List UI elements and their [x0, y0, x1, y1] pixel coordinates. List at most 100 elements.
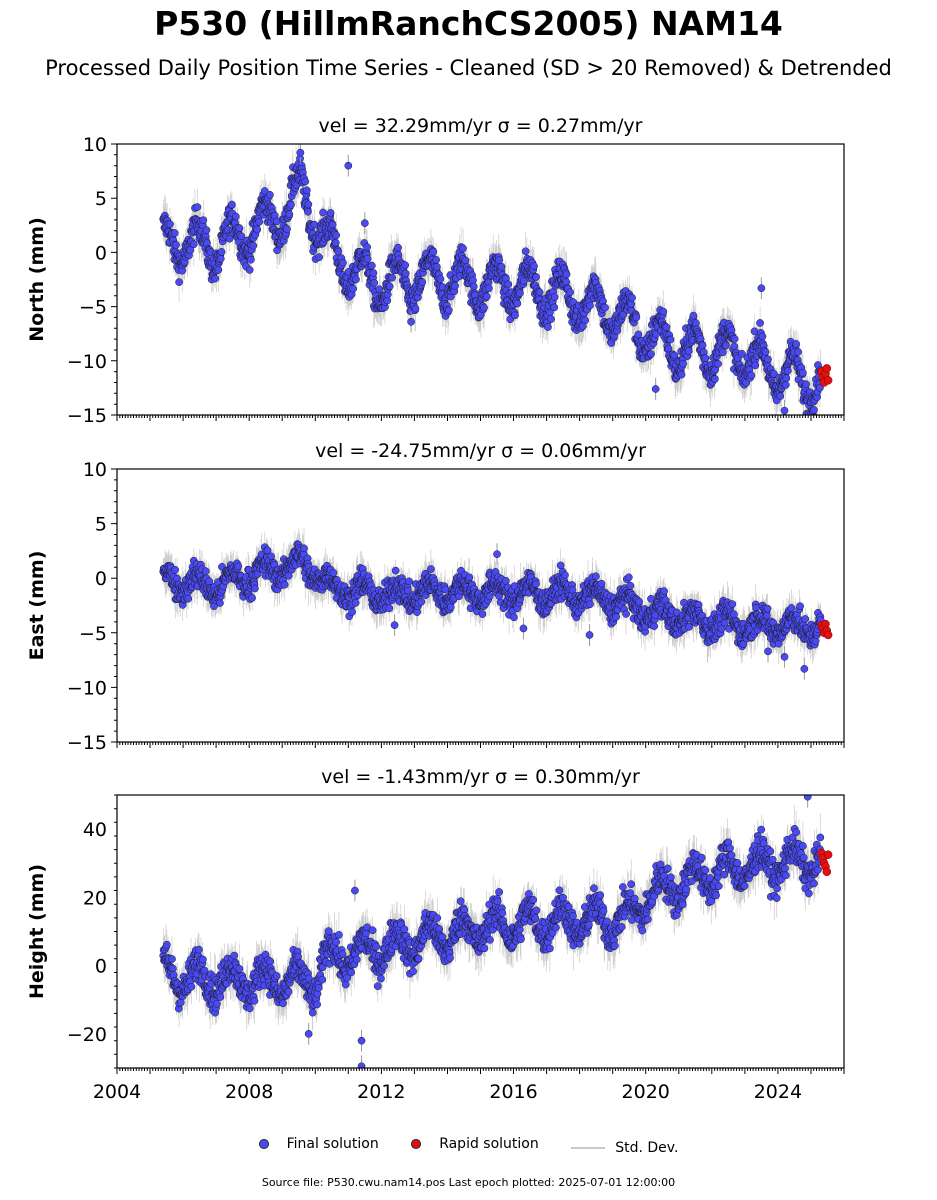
- final-point: [519, 624, 528, 633]
- final-point: [635, 597, 643, 606]
- final-point: [332, 231, 341, 240]
- final-point: [486, 936, 494, 944]
- final-point: [247, 255, 255, 264]
- rapid-point: [823, 376, 833, 385]
- final-point: [245, 266, 254, 274]
- final-point: [727, 851, 736, 860]
- final-point: [509, 613, 518, 622]
- final-point: [585, 631, 594, 639]
- final-point: [216, 254, 225, 263]
- final-point: [168, 955, 176, 963]
- final-point: [390, 621, 399, 630]
- final-point: [162, 940, 171, 949]
- final-point: [166, 220, 174, 228]
- final-point: [189, 240, 198, 249]
- final-point: [701, 354, 710, 362]
- final-point: [230, 951, 239, 960]
- final-point: [373, 982, 382, 990]
- final-point: [235, 224, 244, 232]
- final-point: [550, 293, 559, 302]
- final-point: [781, 864, 789, 873]
- final-point: [697, 853, 706, 862]
- final-point: [768, 855, 777, 864]
- final-point: [792, 340, 801, 348]
- y-axis-label: East (mm): [26, 551, 48, 661]
- final-point: [250, 996, 259, 1005]
- final-point: [647, 350, 655, 358]
- final-point: [349, 284, 358, 293]
- final-point: [666, 873, 675, 882]
- final-point: [334, 247, 342, 256]
- final-point: [497, 262, 506, 271]
- final-point: [747, 371, 756, 380]
- final-point: [677, 370, 686, 379]
- figure-title: P530 (HillmRanchCS2005) NAM14: [154, 4, 783, 43]
- final-point: [532, 580, 540, 588]
- final-point: [348, 608, 356, 616]
- final-point: [329, 569, 338, 577]
- final-point: [168, 964, 177, 973]
- x-ticks: [116, 742, 845, 748]
- final-point: [590, 884, 598, 893]
- plot-area: [159, 795, 833, 1068]
- final-point: [199, 216, 208, 225]
- final-point: [287, 200, 295, 209]
- final-point: [780, 406, 789, 415]
- final-point: [351, 599, 360, 607]
- final-point: [728, 600, 737, 608]
- final-point: [660, 587, 668, 595]
- final-point: [411, 304, 420, 313]
- final-point: [720, 870, 729, 879]
- final-point: [751, 361, 760, 370]
- final-point: [763, 604, 772, 613]
- final-point: [284, 571, 293, 580]
- final-point: [427, 565, 435, 573]
- y-axis-label: North (mm): [26, 217, 48, 342]
- final-point: [409, 967, 417, 976]
- final-point: [313, 1000, 321, 1009]
- final-point: [314, 983, 323, 992]
- final-point: [691, 319, 700, 328]
- final-point: [544, 323, 552, 331]
- final-point: [231, 212, 240, 221]
- final-point: [787, 604, 796, 612]
- final-point: [401, 261, 410, 270]
- final-point: [186, 246, 195, 255]
- final-point: [341, 980, 350, 989]
- final-point: [726, 844, 734, 853]
- final-point: [253, 225, 262, 234]
- final-point: [172, 241, 180, 249]
- final-point: [603, 917, 611, 926]
- final-point: [810, 406, 818, 414]
- final-point: [446, 954, 454, 963]
- final-point: [511, 311, 519, 320]
- final-point: [432, 255, 440, 264]
- final-point: [217, 248, 226, 256]
- final-point: [343, 973, 352, 982]
- final-point: [407, 317, 415, 326]
- final-point: [550, 303, 559, 312]
- final-point: [532, 906, 541, 915]
- final-point: [391, 566, 400, 575]
- final-point: [711, 375, 719, 383]
- final-point: [650, 622, 659, 630]
- final-point: [714, 360, 722, 368]
- final-point: [796, 602, 804, 611]
- final-point: [584, 921, 593, 929]
- final-point: [772, 894, 781, 902]
- final-point: [547, 315, 555, 323]
- final-point: [762, 611, 771, 620]
- final-point: [678, 900, 687, 909]
- final-point: [764, 647, 772, 656]
- final-point: [385, 282, 394, 291]
- final-point: [626, 581, 635, 590]
- final-point: [794, 348, 802, 356]
- final-point: [429, 248, 438, 256]
- y-tick-label: −5: [79, 297, 107, 319]
- final-point: [498, 909, 507, 917]
- final-point: [624, 573, 633, 582]
- final-point: [559, 893, 567, 902]
- final-point: [235, 964, 244, 973]
- final-point: [304, 207, 312, 216]
